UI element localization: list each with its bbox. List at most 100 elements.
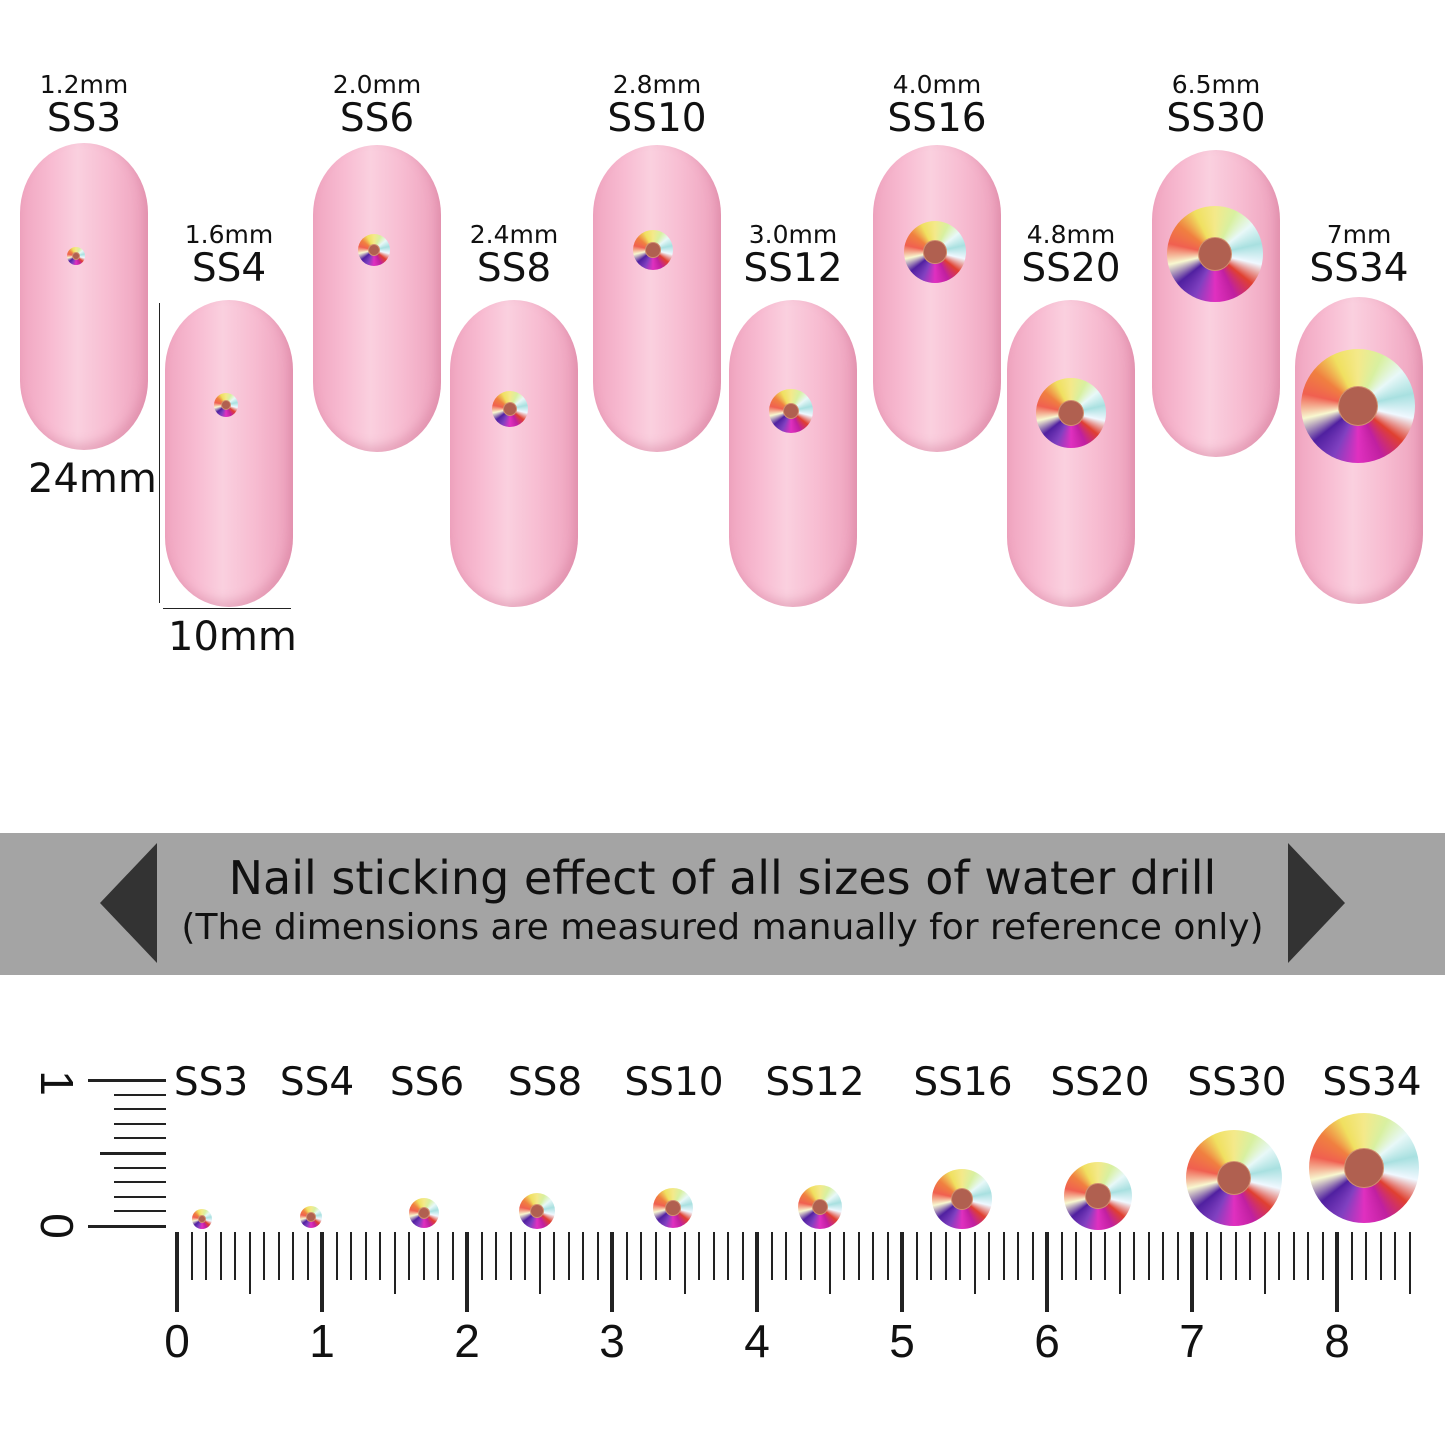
ruler-minor-tick — [712, 1232, 715, 1280]
ruler-minor-tick — [219, 1232, 222, 1280]
ruler-minor-tick — [1176, 1232, 1179, 1280]
right-arrow-icon — [1288, 843, 1345, 963]
ruler-minor-tick — [596, 1232, 599, 1280]
nail — [20, 143, 148, 450]
banner: Nail sticking effect of all sizes of wat… — [0, 833, 1445, 975]
vertical-ruler-tick — [114, 1210, 166, 1213]
vertical-ruler-tick — [114, 1181, 166, 1184]
ruler-minor-tick — [1234, 1232, 1237, 1280]
ruler-minor-tick — [1205, 1232, 1208, 1280]
ruler-major-tick — [610, 1232, 614, 1312]
ruler-minor-tick — [654, 1232, 657, 1280]
ruler-major-tick — [1190, 1232, 1194, 1312]
size-ss-label: SS16 — [887, 96, 987, 141]
size-ss-label: SS20 — [1021, 246, 1121, 291]
banner-subtitle: (The dimensions are measured manually fo… — [181, 907, 1264, 948]
ruler-minor-tick — [1321, 1232, 1324, 1280]
ruler-minor-tick — [640, 1232, 642, 1280]
ruler-minor-tick — [248, 1232, 251, 1294]
ruler-minor-tick — [350, 1232, 352, 1280]
size-ss-label: SS4 — [191, 246, 267, 291]
size-ss-label: SS8 — [476, 246, 552, 291]
ruler-minor-tick — [408, 1232, 410, 1280]
rhinestone-ss10 — [633, 230, 673, 270]
ruler-minor-tick — [1104, 1232, 1106, 1280]
size-mm-label: 2.0mm — [332, 70, 422, 99]
ruler-number: 6 — [1034, 1315, 1060, 1367]
ruler-size-label: SS12 — [765, 1060, 865, 1105]
ruler-minor-tick — [828, 1232, 831, 1294]
size-ss-label: SS34 — [1309, 246, 1409, 291]
ruler-size-label: SS8 — [507, 1060, 583, 1105]
ruler-rhinestone-ss4 — [300, 1206, 322, 1228]
ruler-minor-tick — [277, 1232, 280, 1280]
vertical-ruler-tick — [100, 1152, 166, 1155]
ruler-minor-tick — [582, 1232, 584, 1280]
ruler-rhinestone-ss3 — [192, 1209, 212, 1229]
ruler-minor-tick — [567, 1232, 570, 1280]
ruler-size-label: SS4 — [279, 1060, 355, 1105]
ruler-size-label: SS10 — [624, 1060, 724, 1105]
ruler-rhinestone-ss20 — [1064, 1162, 1132, 1230]
ruler-minor-tick — [1220, 1232, 1222, 1280]
rhinestone-ss6 — [358, 234, 390, 266]
rhinestone-ss16 — [904, 221, 966, 283]
ruler-minor-tick — [1263, 1232, 1266, 1294]
ruler-major-tick — [1045, 1232, 1049, 1312]
nail — [593, 145, 721, 452]
nail — [313, 145, 441, 452]
ruler-minor-tick — [741, 1232, 744, 1280]
ruler-number: 0 — [164, 1315, 190, 1367]
nail — [729, 300, 857, 607]
ruler-minor-tick — [379, 1232, 381, 1280]
size-ss-label: SS10 — [607, 96, 707, 141]
ruler-size-label: SS30 — [1187, 1060, 1287, 1105]
ruler-rhinestone-ss10 — [653, 1188, 693, 1228]
ruler-minor-tick — [451, 1232, 454, 1280]
ruler-minor-tick — [524, 1232, 526, 1280]
size-mm-label: 2.8mm — [612, 70, 702, 99]
ruler-minor-tick — [683, 1232, 686, 1294]
ruler-minor-tick — [480, 1232, 483, 1280]
ruler-minor-tick — [915, 1232, 918, 1280]
ruler-minor-tick — [785, 1232, 787, 1280]
ruler-number: 2 — [454, 1315, 480, 1367]
ruler-number: 3 — [599, 1315, 625, 1367]
vertical-ruler-tick — [88, 1225, 166, 1228]
ruler-minor-tick — [190, 1232, 193, 1280]
ruler-minor-tick — [843, 1232, 845, 1280]
ruler-major-tick — [465, 1232, 469, 1312]
left-arrow-icon — [100, 843, 157, 963]
ruler-number: 1 — [309, 1315, 335, 1367]
vertical-ruler-tick — [114, 1093, 166, 1096]
ruler-minor-tick — [1133, 1232, 1135, 1280]
ruler-major-tick — [320, 1232, 324, 1312]
ruler-minor-tick — [625, 1232, 628, 1280]
width-dimension-label: 10mm — [168, 614, 297, 660]
size-mm-label: 1.2mm — [39, 70, 129, 99]
ruler-minor-tick — [1394, 1232, 1396, 1280]
rhinestone-ss8 — [492, 391, 528, 427]
ruler-minor-tick — [727, 1232, 729, 1280]
rhinestone-ss4 — [214, 393, 238, 417]
rhinestone-ss34 — [1301, 349, 1415, 463]
vertical-ruler-tick — [114, 1166, 166, 1169]
ruler-minor-tick — [886, 1232, 889, 1280]
ruler-minor-tick — [959, 1232, 961, 1280]
ruler-number: 5 — [889, 1315, 915, 1367]
size-mm-label: 7mm — [1326, 220, 1392, 249]
ruler-minor-tick — [814, 1232, 816, 1280]
ruler-minor-tick — [944, 1232, 947, 1280]
nail — [873, 145, 1001, 452]
ruler-minor-tick — [770, 1232, 773, 1280]
ruler-minor-tick — [1089, 1232, 1092, 1280]
ruler-minor-tick — [1147, 1232, 1150, 1280]
ruler-minor-tick — [669, 1232, 671, 1280]
ruler-minor-tick — [1060, 1232, 1063, 1280]
ruler-minor-tick — [509, 1232, 512, 1280]
ruler-rhinestone-ss12 — [798, 1185, 842, 1229]
ruler-minor-tick — [422, 1232, 425, 1280]
ruler-minor-tick — [553, 1232, 555, 1280]
nail — [1007, 300, 1135, 607]
